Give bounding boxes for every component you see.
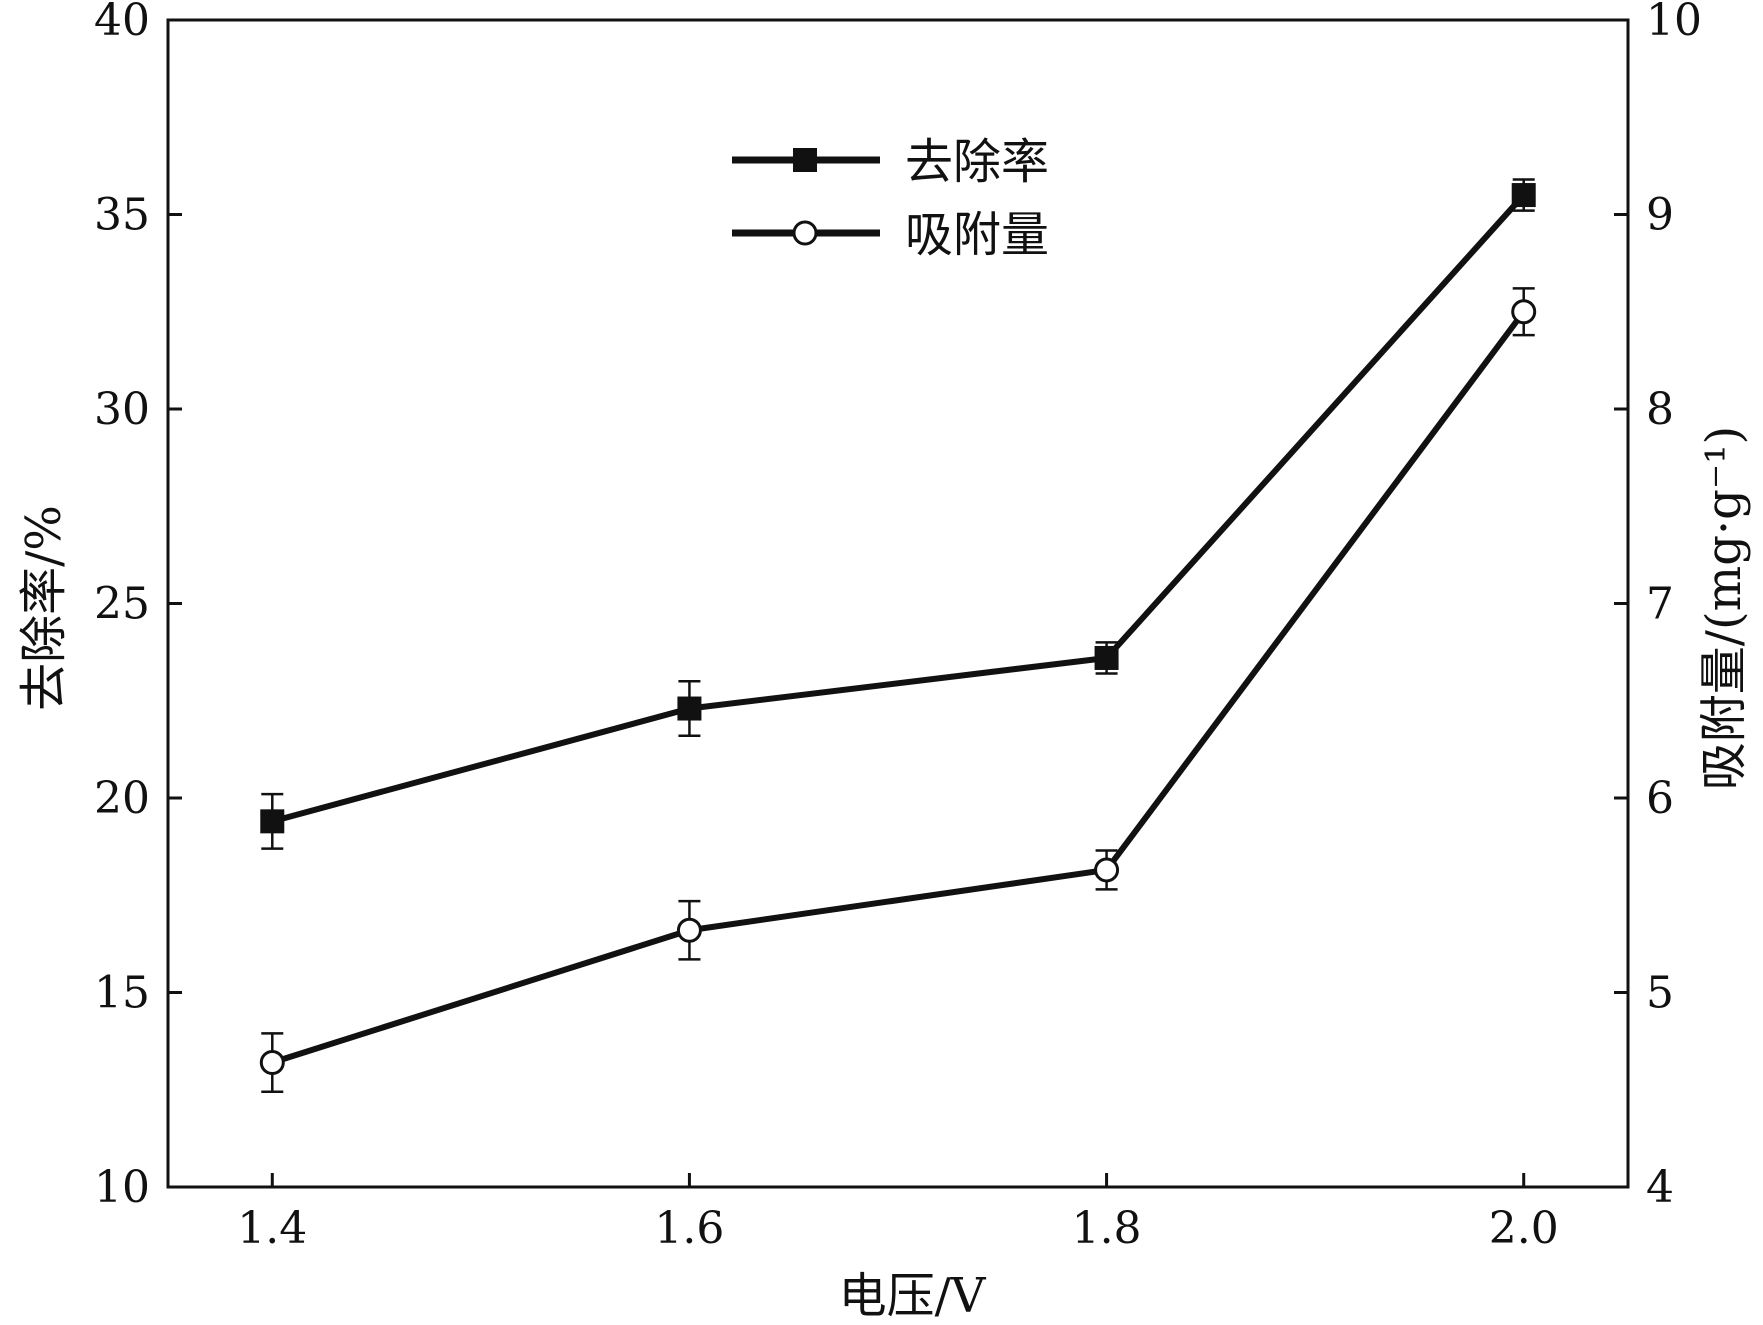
- data-point-square: [260, 809, 285, 834]
- series-layer: [259, 178, 1537, 1093]
- data-point-circle: [259, 1050, 285, 1076]
- y-left-tick-label: 30: [94, 384, 150, 435]
- data-point-square: [1511, 183, 1536, 208]
- x-axis-ticks: 1.4 1.6 1.8 2.0: [237, 1173, 1559, 1254]
- legend-marker-removal: [793, 148, 817, 172]
- series-line: [271, 309, 1527, 1066]
- series-0: [260, 178, 1536, 850]
- y-right-axis-ticks: 4 5 6 7 8 9 10: [1614, 0, 1702, 1213]
- y-right-tick-label: 9: [1646, 190, 1674, 241]
- x-tick-label: 2.0: [1489, 1203, 1559, 1254]
- y-left-tick-label: 20: [94, 773, 150, 824]
- legend-marker-adsorption: [792, 220, 818, 246]
- y-right-axis-title: 吸附量/(mg·g⁻¹): [1696, 426, 1752, 790]
- y-left-axis-ticks: 10 15 20 25 30 35 40: [94, 0, 182, 1213]
- x-tick-label: 1.4: [237, 1203, 307, 1254]
- series-line: [271, 193, 1526, 825]
- legend-label-removal: 去除率: [905, 134, 1049, 190]
- x-axis-title: 电压/V: [839, 1268, 987, 1324]
- y-right-tick-label: 4: [1646, 1162, 1674, 1213]
- series-1: [259, 287, 1537, 1093]
- y-left-tick-label: 40: [94, 0, 150, 46]
- y-left-tick-label: 25: [94, 579, 150, 630]
- y-right-tick-label: 5: [1646, 968, 1674, 1019]
- x-tick-label: 1.6: [654, 1203, 724, 1254]
- x-tick-label: 1.8: [1072, 1203, 1142, 1254]
- y-right-tick-label: 6: [1646, 773, 1674, 824]
- y-right-tick-label: 10: [1646, 0, 1702, 46]
- plot-border: [166, 18, 1630, 1189]
- data-point-circle: [676, 917, 702, 943]
- data-point-square: [1094, 645, 1119, 670]
- data-point-circle: [1094, 857, 1120, 883]
- y-right-tick-label: 8: [1646, 384, 1674, 435]
- y-left-axis-title: 去除率/%: [16, 505, 72, 711]
- legend: 去除率 吸附量: [732, 134, 1049, 263]
- legend-label-adsorption: 吸附量: [905, 207, 1049, 263]
- data-point-circle: [1511, 299, 1537, 325]
- plot-frame: [166, 18, 1630, 1189]
- y-left-tick-label: 10: [94, 1162, 150, 1213]
- data-point-square: [677, 696, 702, 721]
- y-left-tick-label: 15: [94, 968, 150, 1019]
- y-right-tick-label: 7: [1646, 579, 1674, 630]
- y-left-tick-label: 35: [94, 190, 150, 241]
